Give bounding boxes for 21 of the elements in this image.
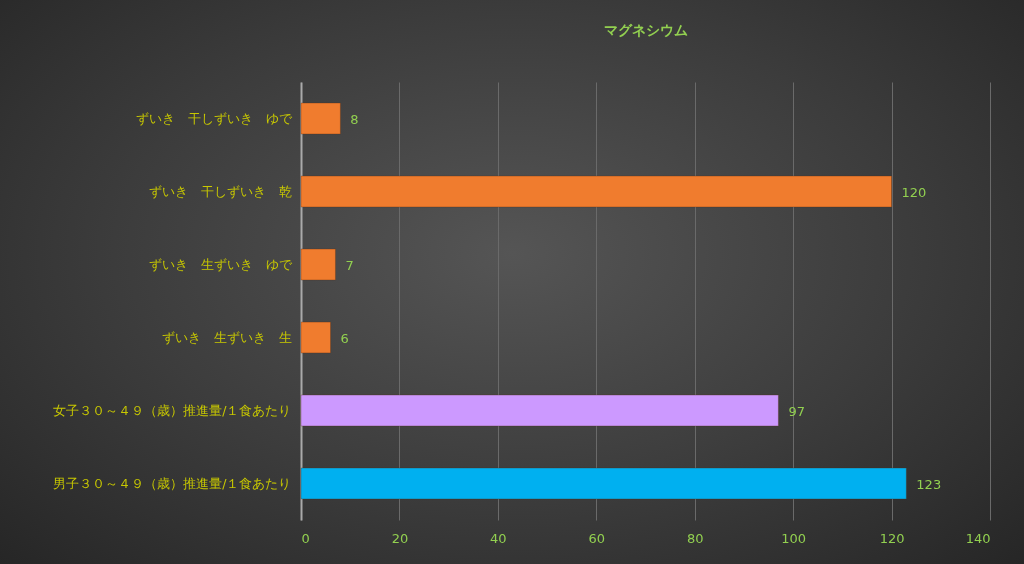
data-label: 120 [901,184,927,200]
y-tick-label: 女子３０～４９（歳）推進量/１食あたり [53,402,292,418]
y-tick-label: ずいき 干しずいき 乾 [148,183,292,199]
y-tick-label: 男子３０～４９（歳）推進量/１食あたり [53,475,292,491]
x-tick-label: 60 [588,530,606,546]
data-label: 7 [345,257,354,273]
data-label: 8 [350,111,359,127]
x-tick-label: 40 [490,530,507,546]
y-tick-label: ずいき 生ずいき 生 [161,329,292,345]
y-tick-label: ずいき 生ずいき ゆで [148,256,293,272]
x-tick-label: 0 [301,530,310,546]
data-label: 97 [788,403,805,419]
data-label: 6 [340,330,349,346]
data-label: 123 [916,476,942,492]
x-tick-label: 100 [781,530,807,546]
y-tick-label: ずいき 干しずいき ゆで [135,110,293,126]
x-tick-label: 120 [879,530,905,546]
x-tick-label: 80 [686,530,704,546]
x-tick-label: 20 [391,530,409,546]
chart-title: マグネシウム [603,22,688,38]
x-tick-label: 140 [965,530,991,546]
